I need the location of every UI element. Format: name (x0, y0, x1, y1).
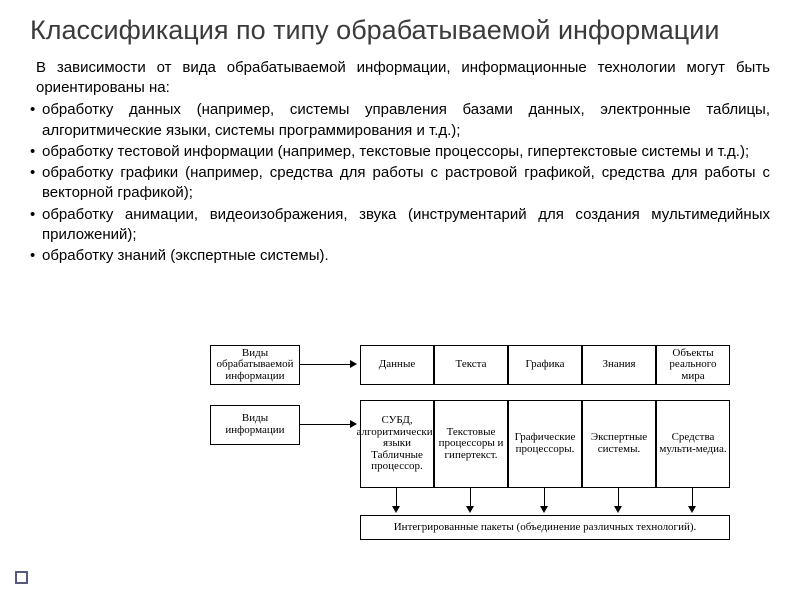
header-cell: Знания (582, 345, 656, 385)
classification-diagram: Виды обрабатываемой информации Виды инфо… (210, 345, 780, 585)
body-cell: Средства мульти-медиа. (656, 400, 730, 488)
header-cell: Графика (508, 345, 582, 385)
left-label-bottom: Виды информации (210, 405, 300, 445)
arrow-line (470, 488, 471, 508)
body-cell: Графические процессоры. (508, 400, 582, 488)
slide-content: Классификация по типу обрабатываемой инф… (0, 0, 800, 266)
header-cell: Текста (434, 345, 508, 385)
header-cell: Данные (360, 345, 434, 385)
list-item: обработку данных (например, системы упра… (30, 100, 770, 141)
arrow-line (618, 488, 619, 508)
arrow-head (392, 506, 400, 513)
header-cell: Объекты реального мира (656, 345, 730, 385)
list-item: обработку графики (например, средства дл… (30, 163, 770, 204)
body-cell: Экспертные системы. (582, 400, 656, 488)
slide-bullet-marker (15, 571, 28, 584)
arrow-line (692, 488, 693, 508)
bottom-box: Интегрированные пакеты (объединение разл… (360, 515, 730, 540)
body-cell: СУБД, алгоритмические языки Табличные пр… (360, 400, 434, 488)
arrow-line (544, 488, 545, 508)
arrow-line (300, 424, 350, 425)
arrow-head (614, 506, 622, 513)
intro-text: В зависимости от вида обрабатываемой инф… (30, 58, 770, 99)
list-item: обработку знаний (экспертные системы). (30, 246, 770, 266)
page-title: Классификация по типу обрабатываемой инф… (30, 14, 770, 48)
arrow-head (540, 506, 548, 513)
list-item: обработку анимации, видеоизображения, зв… (30, 205, 770, 246)
arrow-line (300, 364, 350, 365)
arrow-head (688, 506, 696, 513)
arrow-line (396, 488, 397, 508)
arrow-head (350, 360, 357, 368)
list-item: обработку тестовой информации (например,… (30, 142, 770, 162)
body-cell: Текстовые процессоры и гипертекст. (434, 400, 508, 488)
arrow-head (466, 506, 474, 513)
bullet-list: обработку данных (например, системы упра… (30, 100, 770, 266)
left-label-top: Виды обрабатываемой информации (210, 345, 300, 385)
